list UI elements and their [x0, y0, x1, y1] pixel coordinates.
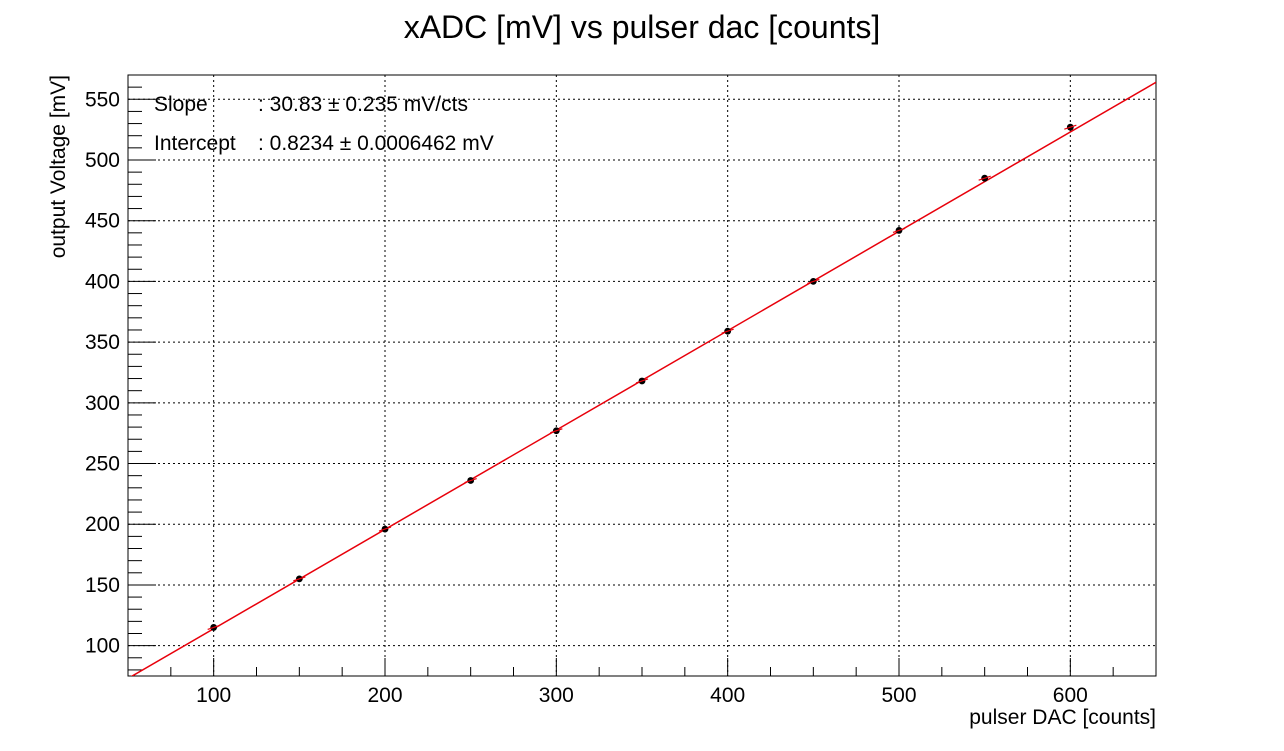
x-tick-label: 200	[367, 684, 402, 707]
plot-frame	[127, 74, 1157, 677]
data-point-fit-overlay	[892, 227, 906, 233]
y-tick-label: 500	[85, 149, 120, 172]
x-tick-label: 500	[881, 684, 916, 707]
y-tick-label: 100	[85, 635, 120, 658]
annotation-intercept-value: : 0.8234 ± 0.0006462 mV	[258, 132, 494, 155]
axis-ticks	[127, 74, 1157, 676]
data-point-fit-overlay	[378, 526, 392, 532]
chart-title: xADC [mV] vs pulser dac [counts]	[404, 9, 881, 45]
x-tick-label: 400	[710, 684, 745, 707]
data-point-fit-overlay	[978, 175, 991, 181]
data-point-fit-overlay	[1064, 124, 1077, 130]
y-tick-label: 450	[85, 210, 120, 233]
annotation-slope-label: Slope	[154, 93, 208, 116]
y-tick-label: 200	[85, 513, 120, 536]
data-point-fit-overlay	[807, 278, 820, 284]
y-axis-title: output Voltage [mV]	[47, 75, 70, 258]
x-tick-label: 300	[539, 684, 574, 707]
y-tick-label: 150	[85, 574, 120, 597]
annotation-intercept-label: Intercept	[154, 132, 236, 155]
annotation-slope-value: : 30.83 ± 0.235 mV/cts	[258, 93, 468, 116]
data-point-fit-overlay	[635, 378, 649, 384]
x-tick-label: 100	[196, 684, 231, 707]
data-point-fit-overlay	[550, 428, 563, 434]
data-point-fit-overlay	[721, 328, 734, 334]
data-points	[207, 123, 1077, 631]
y-tick-label: 350	[85, 331, 120, 354]
data-point-fit-overlay	[464, 477, 477, 484]
x-axis-title: pulser DAC [counts]	[969, 706, 1156, 729]
y-tick-label: 300	[85, 392, 120, 415]
data-point-fit-overlay	[293, 576, 306, 582]
x-tick-label: 600	[1053, 684, 1088, 707]
grid	[128, 75, 1156, 676]
y-tick-label: 250	[85, 453, 120, 476]
data-point-fit-overlay	[207, 624, 220, 631]
y-tick-label: 400	[85, 270, 120, 293]
tick-labels: 100 200 300 400 500 600 100 150 200 250 300 350 400 4…	[85, 88, 1088, 707]
y-tick-label: 550	[85, 88, 120, 111]
